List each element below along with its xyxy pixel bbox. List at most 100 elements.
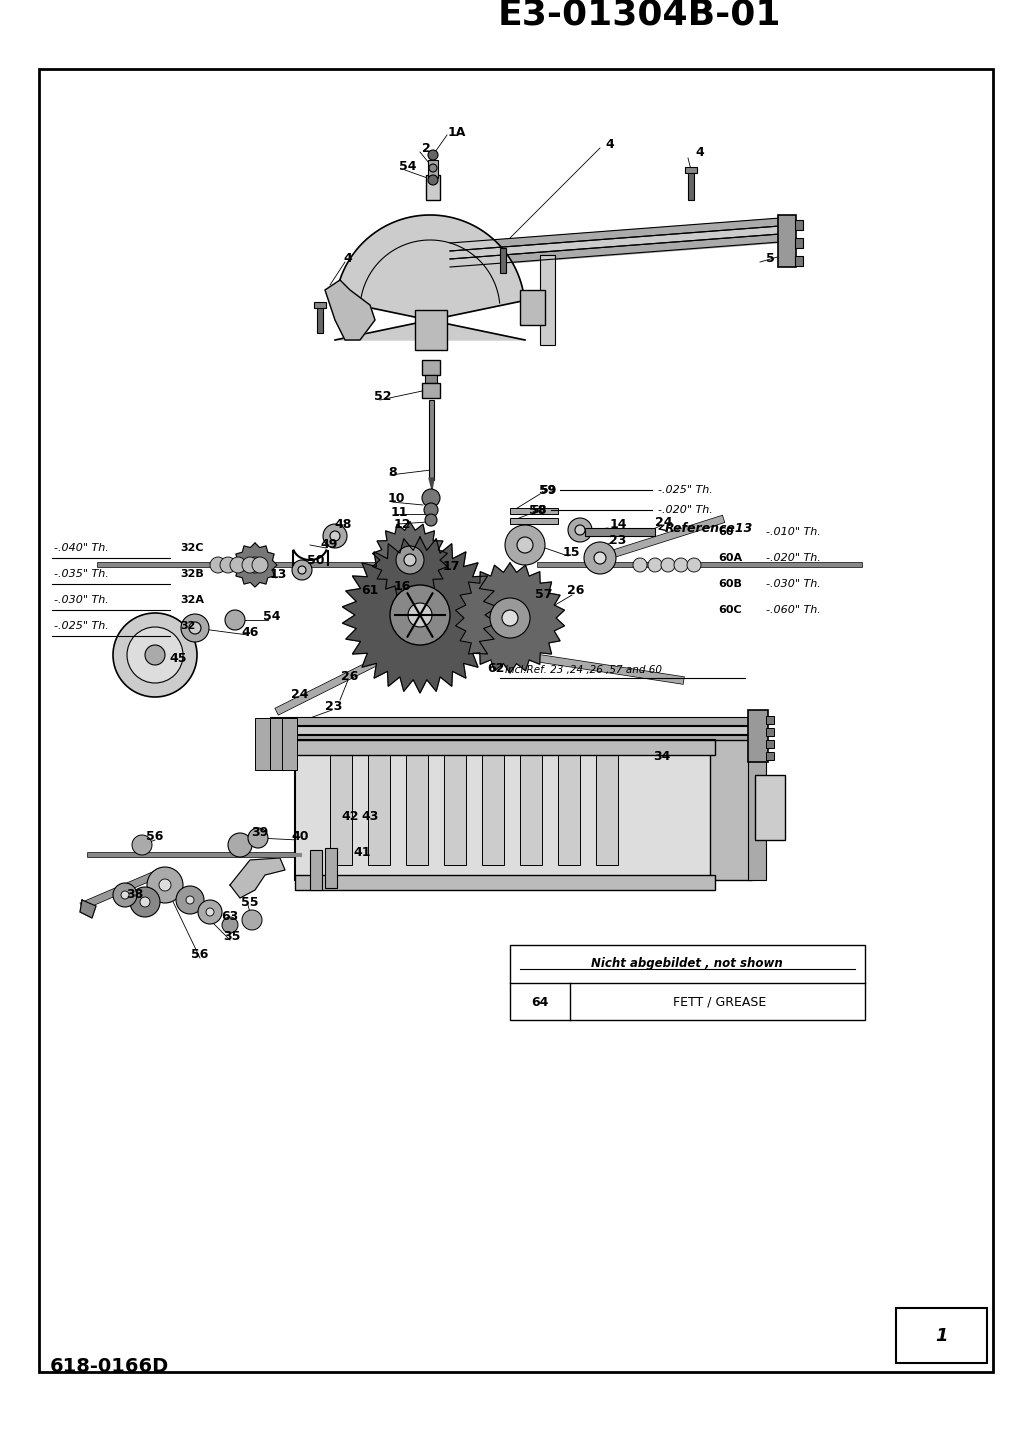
Bar xyxy=(585,528,655,535)
Text: 23: 23 xyxy=(609,534,626,547)
Text: 63: 63 xyxy=(222,910,238,923)
Circle shape xyxy=(687,559,701,572)
Bar xyxy=(748,739,766,880)
Bar xyxy=(425,375,437,383)
Text: 13: 13 xyxy=(269,567,287,580)
Circle shape xyxy=(505,525,545,564)
Text: 45: 45 xyxy=(169,653,187,666)
Bar xyxy=(368,750,390,865)
Circle shape xyxy=(429,164,437,172)
Bar xyxy=(270,726,750,734)
Bar xyxy=(520,289,545,326)
Text: 43: 43 xyxy=(361,810,379,823)
Text: 4: 4 xyxy=(344,252,352,265)
Circle shape xyxy=(130,887,160,917)
Text: 39: 39 xyxy=(252,825,268,838)
Circle shape xyxy=(594,551,606,564)
Text: 2: 2 xyxy=(422,142,430,155)
Circle shape xyxy=(241,557,258,573)
Bar xyxy=(270,735,750,742)
Bar xyxy=(270,718,750,725)
Circle shape xyxy=(146,645,165,666)
Bar xyxy=(422,360,440,375)
Polygon shape xyxy=(335,216,525,340)
Text: 42: 42 xyxy=(342,810,359,823)
Text: 10: 10 xyxy=(387,492,405,505)
Text: -.025" Th.: -.025" Th. xyxy=(658,485,713,495)
Text: 4: 4 xyxy=(606,137,614,150)
Text: -.035" Th.: -.035" Th. xyxy=(54,569,108,579)
Polygon shape xyxy=(429,478,434,491)
Circle shape xyxy=(252,557,268,573)
Bar xyxy=(748,710,768,763)
Text: 46: 46 xyxy=(241,625,259,638)
Circle shape xyxy=(568,518,592,543)
Circle shape xyxy=(159,878,171,891)
Circle shape xyxy=(241,910,262,930)
Bar xyxy=(795,237,803,247)
Circle shape xyxy=(140,897,150,907)
Circle shape xyxy=(112,883,137,907)
Circle shape xyxy=(674,559,688,572)
Text: 32A: 32A xyxy=(180,595,204,605)
Text: -.060" Th.: -.060" Th. xyxy=(766,605,820,615)
Bar xyxy=(314,302,326,308)
Text: 4: 4 xyxy=(696,146,705,159)
Bar xyxy=(429,399,434,480)
Bar xyxy=(422,383,440,398)
Bar xyxy=(710,739,752,880)
Text: 52: 52 xyxy=(375,391,392,404)
Text: 1: 1 xyxy=(935,1327,947,1344)
Bar xyxy=(282,718,297,770)
Bar xyxy=(444,750,466,865)
Circle shape xyxy=(648,559,662,572)
Bar xyxy=(558,750,580,865)
Text: 60: 60 xyxy=(718,527,734,537)
Bar xyxy=(688,169,694,200)
Circle shape xyxy=(422,489,440,506)
Polygon shape xyxy=(455,563,565,673)
Text: 60A: 60A xyxy=(718,553,742,563)
Text: 49: 49 xyxy=(320,537,337,550)
Circle shape xyxy=(490,598,530,638)
Bar xyxy=(896,1308,987,1363)
Circle shape xyxy=(132,835,152,855)
Text: 17: 17 xyxy=(443,560,459,573)
Text: 59: 59 xyxy=(540,485,555,495)
Text: FETT / GREASE: FETT / GREASE xyxy=(673,996,767,1009)
Circle shape xyxy=(425,514,437,527)
Text: Nicht abgebildet , not shown: Nicht abgebildet , not shown xyxy=(591,956,783,969)
Circle shape xyxy=(517,537,533,553)
Bar xyxy=(540,255,555,344)
Circle shape xyxy=(186,896,194,904)
Text: -.020" Th.: -.020" Th. xyxy=(658,505,713,515)
Circle shape xyxy=(298,566,307,574)
Circle shape xyxy=(198,900,222,925)
Circle shape xyxy=(502,611,518,627)
Bar xyxy=(295,739,715,755)
Bar xyxy=(520,750,542,865)
Bar xyxy=(330,750,352,865)
Bar xyxy=(596,750,618,865)
Circle shape xyxy=(323,524,347,548)
Text: E3-01304B-01: E3-01304B-01 xyxy=(498,0,781,32)
Circle shape xyxy=(206,909,214,916)
Text: 54: 54 xyxy=(399,159,417,172)
Text: -.025" Th.: -.025" Th. xyxy=(54,621,108,631)
Text: 60C: 60C xyxy=(718,605,742,615)
Bar xyxy=(766,716,774,724)
Bar xyxy=(426,175,440,200)
Text: 50: 50 xyxy=(308,554,325,566)
Bar xyxy=(406,750,428,865)
Circle shape xyxy=(209,557,226,573)
Text: 618-0166D: 618-0166D xyxy=(50,1357,169,1376)
Circle shape xyxy=(230,557,246,573)
Text: -.030" Th.: -.030" Th. xyxy=(766,579,820,589)
Text: 5: 5 xyxy=(766,252,774,265)
Circle shape xyxy=(222,917,238,933)
Bar xyxy=(255,718,270,770)
Text: 64: 64 xyxy=(531,996,549,1009)
Bar xyxy=(295,875,715,890)
Text: 12: 12 xyxy=(393,518,411,531)
Bar xyxy=(510,518,558,524)
